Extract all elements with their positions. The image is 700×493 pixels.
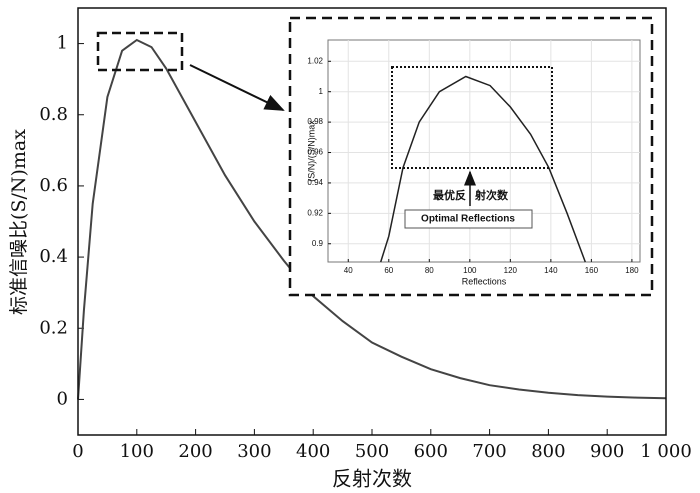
y-axis-label: 标准信噪比(S/N)max (8, 129, 30, 315)
plot-frame (77, 7, 667, 436)
x-tick-label: 500 (355, 441, 389, 462)
annotation-box (404, 209, 533, 229)
x-tick-label: 700 (472, 441, 506, 462)
x-tick-label: 1 000 (640, 441, 692, 462)
main-chart: 0 100 200 300 400 500 600 700 800 900 1 000 0 0.2 0.4… (39, 33, 691, 462)
y-tick-label: 0.94 (307, 178, 323, 187)
annotation: 射次数 (474, 188, 509, 202)
x-tick-label: 140 (544, 266, 558, 275)
data-line (379, 75, 587, 263)
x-tick-label: 120 (504, 266, 518, 275)
y-tick-label: 0.6 (39, 175, 68, 196)
x-tick-label: 80 (425, 266, 434, 275)
x-tick-label: 800 (531, 441, 565, 462)
y-tick-label: 0 (57, 388, 68, 409)
x-tick-label: 100 (463, 266, 477, 275)
peak-box (391, 66, 553, 169)
x-tick-label: 300 (237, 441, 271, 462)
inset-frame (288, 16, 654, 297)
y-tick-label: 0.9 (312, 239, 324, 248)
annotation: 最优反 (433, 188, 466, 202)
y-tick-label: 0.2 (39, 317, 68, 338)
x-tick-label: 160 (585, 266, 599, 275)
x-tick-label: 60 (384, 266, 393, 275)
x-tick-label: 40 (344, 266, 353, 275)
annotation: Optimal Reflections (421, 214, 515, 225)
x-tick-label: 900 (590, 441, 624, 462)
x-tick-label: 180 (625, 266, 639, 275)
x-tick-label: 400 (296, 441, 330, 462)
y-tick-label: 0.96 (307, 148, 323, 157)
x-tick-label: 600 (414, 441, 448, 462)
y-tick-label: 0.98 (307, 117, 323, 126)
x-axis-label: 反射次数 (332, 467, 412, 491)
zoom-arrow (189, 64, 285, 111)
highlight-box (96, 31, 184, 72)
y-tick-label: 0.92 (307, 208, 323, 217)
x-tick-label: 100 (120, 441, 154, 462)
y-tick-label: 0.4 (39, 246, 68, 267)
inset-y-label: (S/N)/(S/N)max (306, 120, 316, 182)
x-tick-label: 200 (178, 441, 212, 462)
y-tick-label: 1 (57, 33, 68, 54)
y-tick-label: 1.02 (307, 56, 323, 65)
inset-x-label: Reflections (462, 276, 507, 286)
y-tick-label: 1 (319, 87, 324, 96)
x-tick-label: 0 (72, 441, 83, 462)
y-tick-label: 0.8 (39, 104, 68, 125)
inset-plot-frame (327, 39, 641, 263)
